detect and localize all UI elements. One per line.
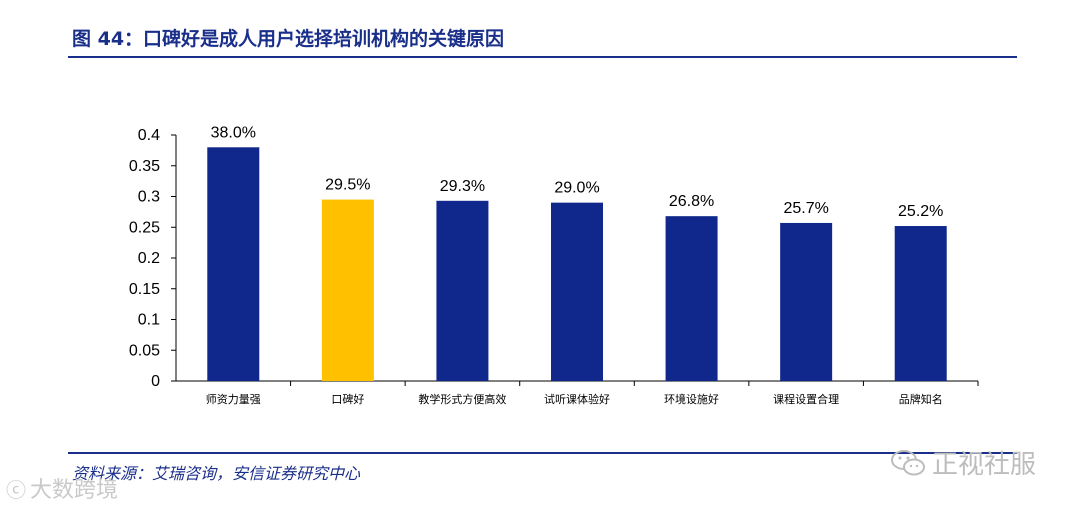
data-label: 29.0% xyxy=(554,180,599,197)
y-tick-label: 0.25 xyxy=(129,219,160,236)
y-tick-label: 0.05 xyxy=(129,342,160,359)
x-tick-label: 品牌知名 xyxy=(899,392,943,406)
x-tick-label: 环境设施好 xyxy=(664,392,719,406)
source-rule xyxy=(68,452,1017,454)
x-tick-label: 口碑好 xyxy=(331,392,364,406)
bar xyxy=(894,226,947,381)
data-label: 29.3% xyxy=(440,178,485,195)
bar xyxy=(551,202,603,381)
y-tick-label: 0.1 xyxy=(138,312,160,329)
bar xyxy=(665,216,718,381)
y-tick-label: 0.3 xyxy=(138,189,160,206)
data-label: 25.7% xyxy=(783,200,828,217)
wechat-icon xyxy=(891,449,925,475)
y-tick-label: 0.4 xyxy=(138,127,160,144)
x-tick-label: 师资力量强 xyxy=(206,393,261,406)
watermark-left: ⓒ 大数跨境 xyxy=(6,472,118,504)
data-label: 29.5% xyxy=(325,177,370,194)
watermark-right-text: 正视社服 xyxy=(932,450,1037,480)
title-rule xyxy=(68,56,1017,58)
data-label: 26.8% xyxy=(669,193,714,210)
source-note: 资料来源：艾瑞咨询，安信证券研究中心 xyxy=(72,464,361,483)
x-tick-label: 试听课体验好 xyxy=(544,392,610,406)
bar xyxy=(780,222,833,381)
y-tick-label: 0 xyxy=(151,373,160,390)
data-label: 38.0% xyxy=(211,124,256,141)
y-tick-label: 0.35 xyxy=(129,158,160,175)
y-tick-label: 0.2 xyxy=(138,250,160,267)
watermark-left-text: 大数跨境 xyxy=(30,478,119,503)
watermark-right: 正视社服 xyxy=(890,444,1036,481)
figure-title: 图 44：口碑好是成人用户选择培训机构的关键原因 xyxy=(72,28,505,50)
bar xyxy=(436,200,489,381)
bar xyxy=(321,199,374,381)
data-label: 25.2% xyxy=(898,203,943,220)
x-tick-label: 教学形式方便高效 xyxy=(418,392,506,406)
watermark-logo-icon: ⓒ xyxy=(6,477,26,502)
y-tick-label: 0.15 xyxy=(129,281,160,298)
x-tick-label: 课程设置合理 xyxy=(773,392,839,406)
bar xyxy=(207,147,260,381)
